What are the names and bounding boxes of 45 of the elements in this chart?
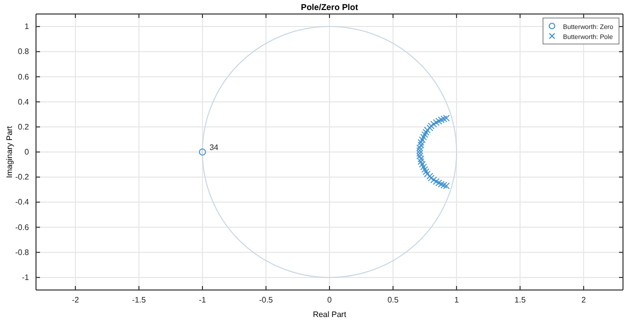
y-tick-label: -0.6	[15, 222, 30, 232]
x-tick-label: 0.5	[387, 296, 400, 305]
y-tick-label: 0.4	[18, 97, 30, 106]
point	[418, 136, 426, 144]
point	[420, 164, 427, 170]
x-axis-title: Real Part	[312, 310, 347, 319]
point	[421, 166, 428, 173]
point	[416, 144, 424, 152]
point	[424, 170, 431, 178]
point	[430, 120, 438, 128]
y-tick-label: 0.2	[18, 122, 30, 132]
point	[428, 122, 435, 130]
point	[428, 174, 435, 182]
x-tick-label: -2	[72, 296, 80, 305]
x-tick-label: -0.5	[259, 296, 274, 305]
y-tick-label: 1	[24, 22, 30, 32]
x-tick-label: 2	[581, 296, 586, 305]
y-tick-label: -1	[22, 273, 30, 282]
point	[424, 126, 431, 134]
y-tick-label: 0.6	[18, 72, 30, 82]
point	[421, 131, 428, 138]
point	[418, 158, 424, 166]
x-tick-label: -1	[198, 296, 207, 305]
point	[430, 176, 438, 184]
point	[420, 134, 427, 140]
point	[416, 152, 424, 160]
y-tick-label: 0	[24, 148, 30, 157]
y-tick-label: -0.8	[15, 248, 30, 257]
y-tick-label: -0.4	[15, 198, 30, 207]
point	[418, 156, 424, 162]
point	[418, 138, 424, 146]
point	[418, 142, 424, 148]
y-axis-title: Imaginary Part	[5, 125, 14, 178]
x-tick-label: 1.5	[514, 296, 526, 305]
x-tick-label: 0	[327, 296, 332, 305]
annotation: 34	[209, 143, 219, 152]
point	[416, 147, 424, 154]
x-tick-label: -1.5	[132, 296, 146, 305]
point	[418, 160, 426, 168]
y-tick-label: -0.2	[15, 172, 30, 182]
y-tick-label: 0.8	[18, 47, 30, 56]
point	[198, 148, 206, 156]
point	[416, 150, 424, 157]
chart-title: Pole/Zero Plot	[300, 2, 358, 12]
x-tick-label: 1	[454, 296, 460, 305]
